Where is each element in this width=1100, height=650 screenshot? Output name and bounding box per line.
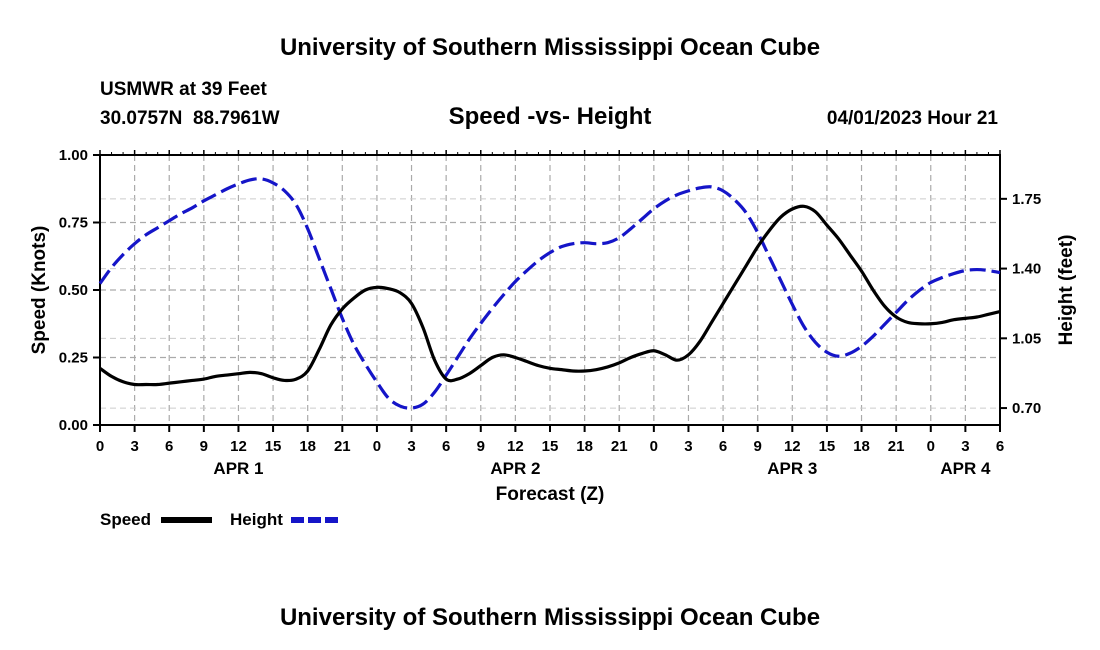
y2-tick-label: 1.40 xyxy=(1012,261,1041,278)
y-tick-label: 0.25 xyxy=(59,350,88,367)
footer-title: University of Southern Mississippi Ocean… xyxy=(280,604,820,631)
x-tick-label: 21 xyxy=(334,438,351,455)
chart-title: Speed -vs- Height xyxy=(449,103,652,130)
x-tick-label: 0 xyxy=(96,438,104,455)
speed-series-line xyxy=(99,204,1001,387)
x-tick-label: 12 xyxy=(784,438,801,455)
axes: 0 3 6 9 12 15 18 21 0 3 6 9 12 15 18 21 0 3 6 9 12 15 18 21 0 3 6 0… xyxy=(59,147,1041,478)
grid-lines xyxy=(100,155,1000,425)
day-label: APR 4 xyxy=(940,459,991,478)
day-label: APR 1 xyxy=(213,459,263,478)
x-tick-label: 6 xyxy=(996,438,1004,455)
x-axis-label: Forecast (Z) xyxy=(496,484,605,505)
x-tick-label: 0 xyxy=(650,438,658,455)
x-tick-label: 3 xyxy=(130,438,138,455)
x-tick-label: 15 xyxy=(265,438,282,455)
forecast-datetime: 04/01/2023 Hour 21 xyxy=(827,108,999,129)
x-tick-label: 3 xyxy=(961,438,969,455)
station-label: USMWR at 39 Feet xyxy=(100,79,267,100)
x-tick-label: 18 xyxy=(576,438,593,455)
x-tick-label: 6 xyxy=(165,438,173,455)
y-tick-label: 0.00 xyxy=(59,417,88,434)
x-tick-label: 9 xyxy=(200,438,208,455)
x-tick-label: 9 xyxy=(754,438,762,455)
x-tick-label: 6 xyxy=(442,438,450,455)
y-tick-label: 0.75 xyxy=(59,215,88,232)
height-series-line xyxy=(98,177,1001,410)
x-tick-label: 18 xyxy=(853,438,870,455)
x-tick-label: 12 xyxy=(230,438,247,455)
y2-tick-label: 0.70 xyxy=(1012,400,1041,417)
y2-axis-label: Height (feet) xyxy=(1056,235,1077,346)
y2-tick-label: 1.75 xyxy=(1012,191,1041,208)
y-axis-label: Speed (Knots) xyxy=(29,226,50,355)
x-tick-label: 6 xyxy=(719,438,727,455)
x-tick-label: 3 xyxy=(684,438,692,455)
y-tick-label: 1.00 xyxy=(59,147,88,164)
y2-tick-label: 1.05 xyxy=(1012,330,1041,347)
x-tick-label: 18 xyxy=(299,438,316,455)
x-tick-label: 3 xyxy=(407,438,415,455)
x-tick-label: 9 xyxy=(477,438,485,455)
day-label: APR 3 xyxy=(767,459,817,478)
data-series xyxy=(98,177,1001,410)
x-tick-label: 0 xyxy=(373,438,381,455)
x-tick-label: 0 xyxy=(927,438,935,455)
x-tick-label: 21 xyxy=(611,438,628,455)
page-title: University of Southern Mississippi Ocean… xyxy=(280,34,820,61)
legend: Speed Height xyxy=(100,510,342,529)
station-coordinates: 30.0757N 88.7961W xyxy=(100,108,280,129)
x-tick-label: 21 xyxy=(888,438,905,455)
y-tick-label: 0.50 xyxy=(59,282,88,299)
legend-speed-label: Speed xyxy=(100,510,151,529)
day-label: APR 2 xyxy=(490,459,540,478)
x-tick-label: 15 xyxy=(819,438,836,455)
x-tick-label: 15 xyxy=(542,438,559,455)
x-tick-label: 12 xyxy=(507,438,524,455)
legend-height-label: Height xyxy=(230,510,283,529)
